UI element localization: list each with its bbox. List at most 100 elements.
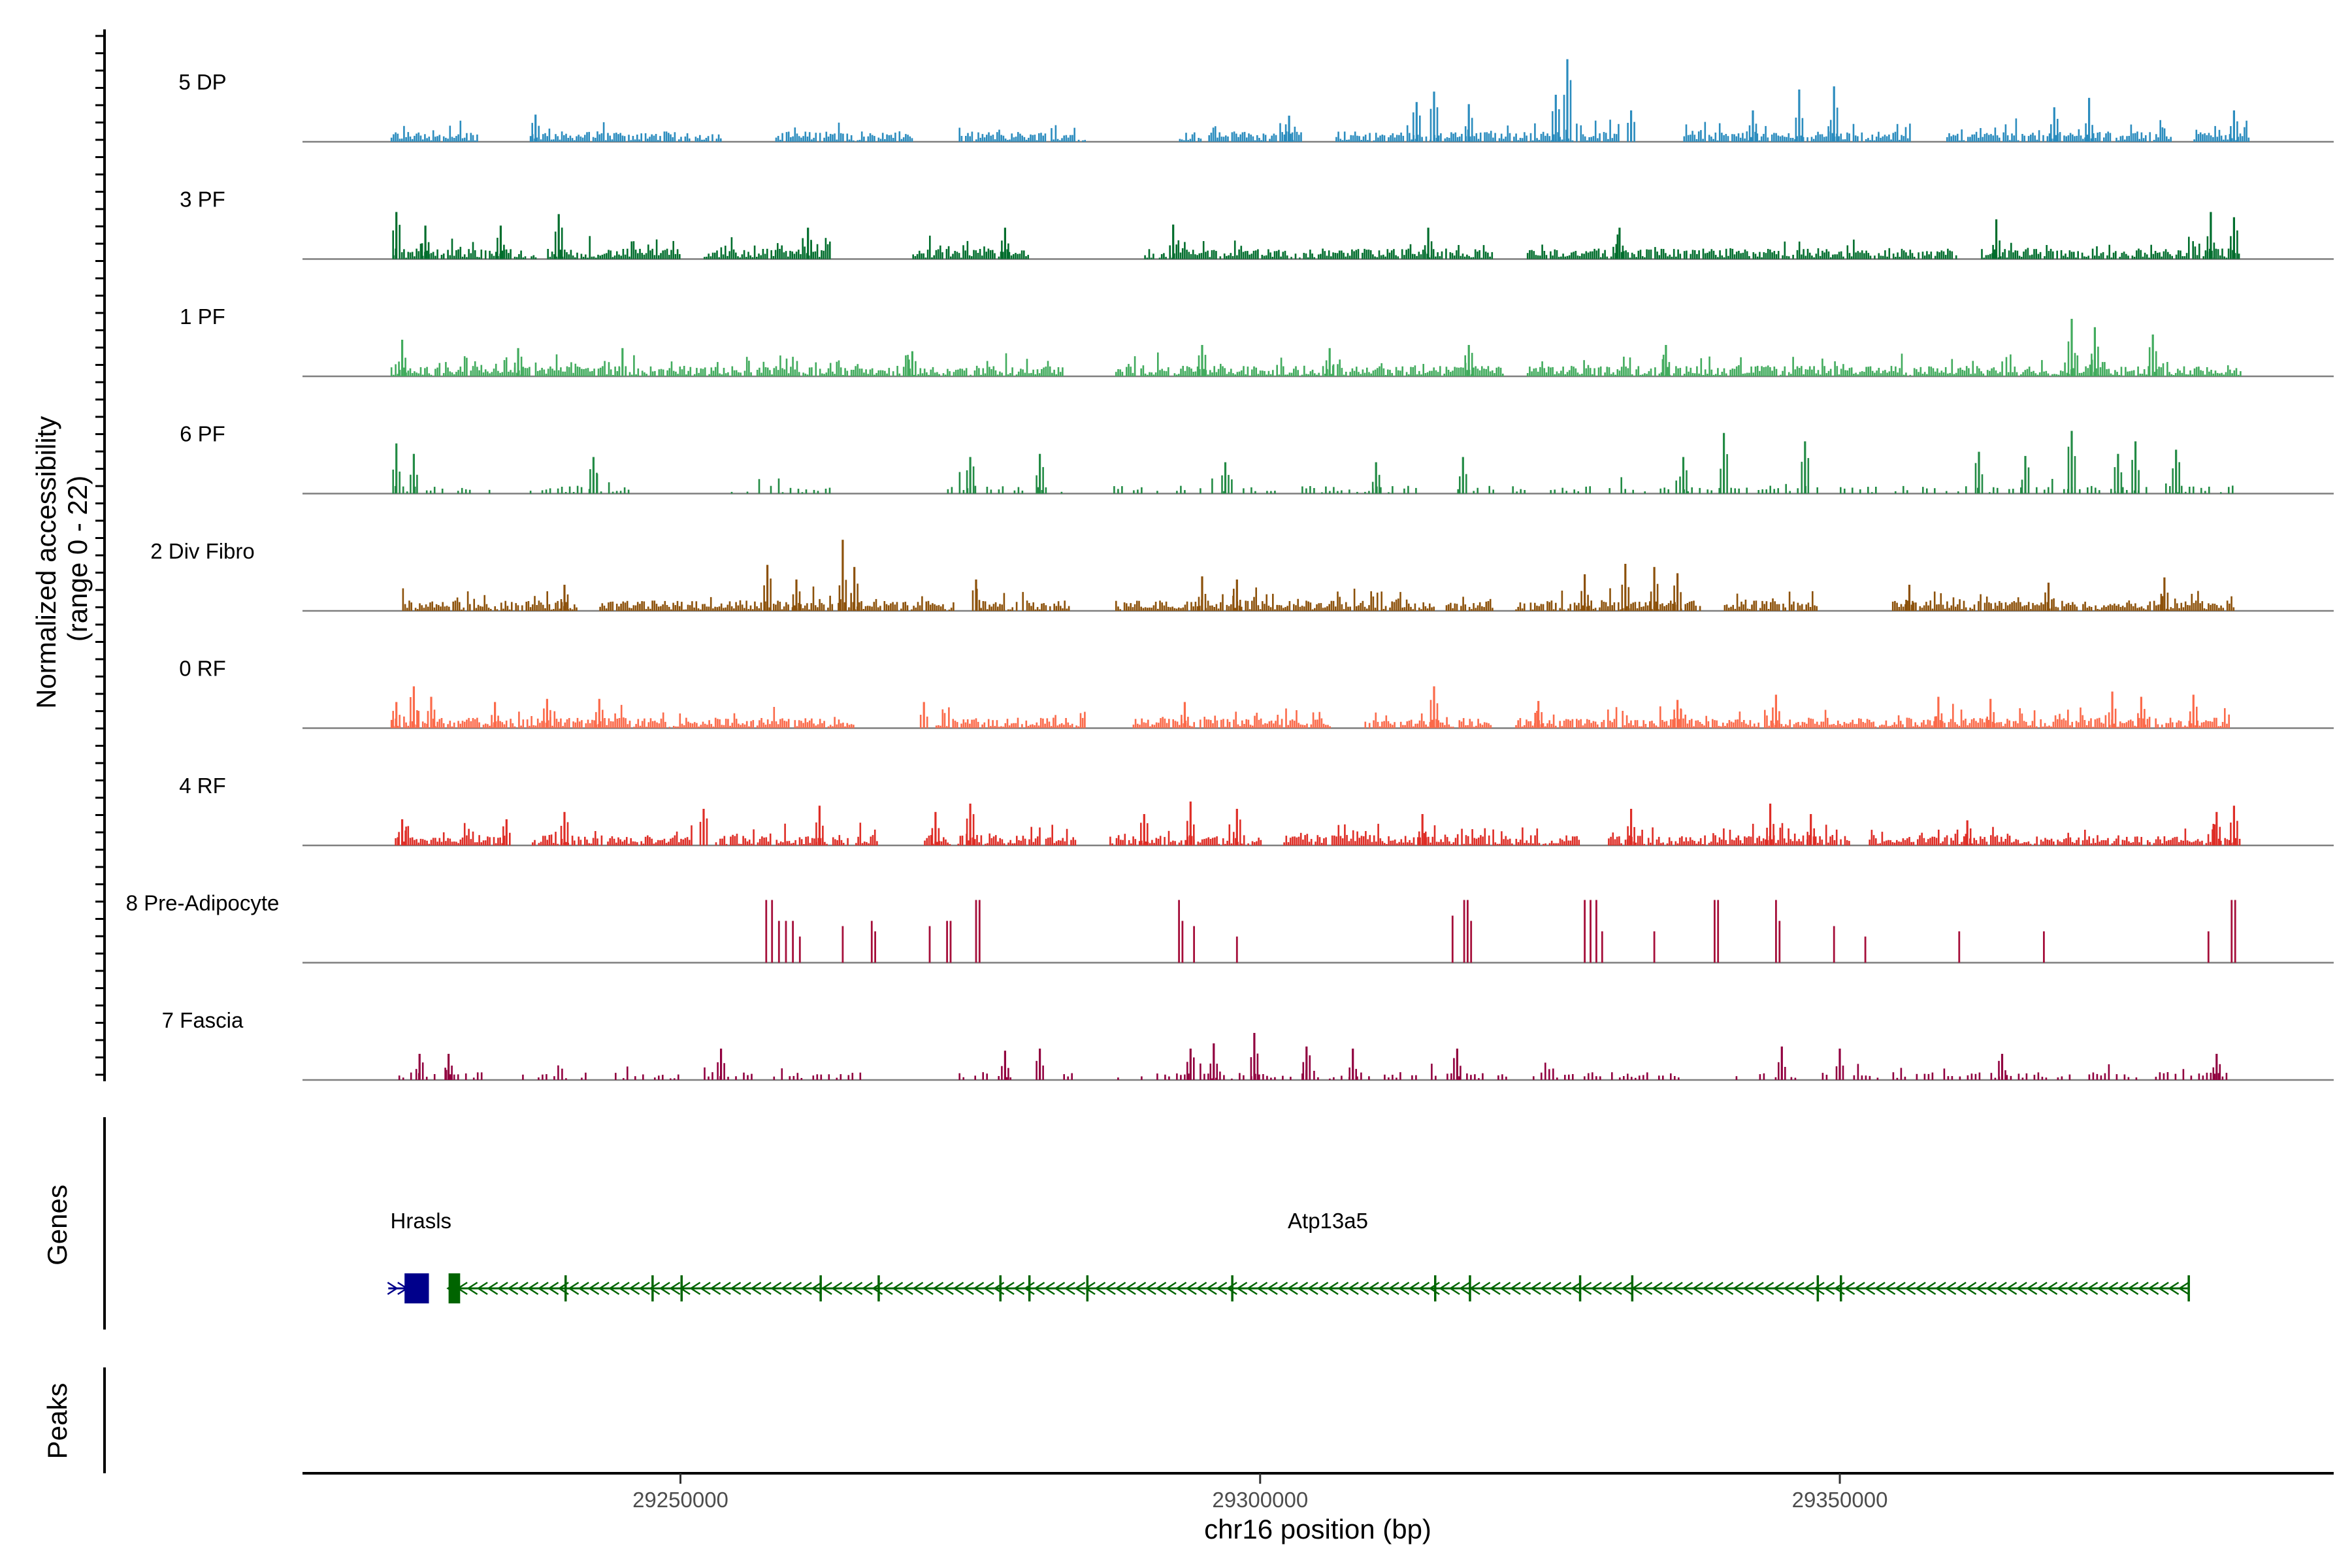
coverage-bar — [560, 718, 562, 728]
coverage-bar — [1134, 719, 1137, 728]
coverage-bar — [1349, 606, 1351, 611]
coverage-bar — [798, 720, 800, 728]
coverage-bar — [1576, 836, 1578, 845]
coverage-bar — [2213, 717, 2215, 728]
coverage-bar — [1199, 842, 1201, 845]
coverage-bar — [1348, 489, 1350, 494]
coverage-bar — [442, 832, 445, 845]
coverage-bar — [1687, 841, 1690, 845]
coverage-bar — [442, 372, 445, 376]
coverage-bar — [929, 604, 932, 611]
coverage-bar — [712, 727, 715, 728]
coverage-bar — [817, 491, 819, 494]
coverage-bar — [515, 603, 517, 611]
coverage-bar — [1623, 356, 1625, 376]
coverage-bar — [1404, 836, 1407, 845]
coverage-bar — [1776, 720, 1778, 728]
coverage-bar — [829, 241, 831, 259]
coverage-bar — [1192, 372, 1194, 376]
coverage-bar — [1343, 131, 1346, 142]
coverage-bar — [1573, 489, 1575, 494]
coverage-bar — [717, 719, 719, 728]
coverage-bar — [1394, 840, 1396, 845]
coverage-bar — [1679, 368, 1682, 376]
coverage-bar — [1644, 257, 1646, 259]
coverage-bar — [1735, 136, 1738, 142]
coverage-bar — [1631, 374, 1633, 376]
track-0-rf: 0 RF — [179, 657, 2334, 729]
coverage-bar — [2189, 605, 2191, 611]
coverage-bar — [1374, 256, 1376, 259]
coverage-bar — [421, 839, 424, 845]
coverage-bar — [2036, 139, 2038, 142]
coverage-peak-shoulder — [1007, 243, 1009, 259]
coverage-bar — [1412, 367, 1414, 376]
coverage-bar — [501, 722, 504, 728]
coverage-bar — [590, 843, 593, 845]
coverage-bar — [1750, 367, 1752, 376]
coverage-bar — [1733, 722, 1735, 728]
coverage-bar — [623, 487, 626, 494]
coverage-peak — [2175, 449, 2178, 494]
coverage-bar — [2004, 839, 2006, 845]
coverage-bar — [1369, 250, 1372, 259]
coverage-bar — [1644, 491, 1646, 494]
coverage-bar — [1207, 837, 1210, 845]
coverage-bar — [472, 831, 474, 845]
coverage-bar — [1531, 250, 1533, 259]
coverage-bar — [1075, 725, 1077, 728]
coverage-bar — [1294, 253, 1297, 259]
coverage-bar — [670, 134, 672, 142]
coverage-bar — [769, 833, 772, 845]
coverage-bar — [1224, 843, 1226, 845]
coverage-bar — [929, 235, 931, 259]
coverage-bar — [2158, 367, 2160, 376]
coverage-bar — [411, 721, 414, 728]
coverage-bar — [2000, 256, 2002, 259]
coverage-bar — [1779, 136, 1782, 142]
coverage-bar — [2100, 840, 2103, 845]
coverage-bar — [813, 723, 815, 728]
coverage-bar — [2131, 255, 2134, 259]
coverage-bar — [2189, 487, 2191, 494]
coverage-bar — [1587, 252, 1590, 259]
coverage-bar — [2172, 375, 2175, 376]
coverage-bar — [1058, 724, 1061, 728]
coverage-bar — [2138, 607, 2141, 611]
coverage-bar — [840, 1074, 842, 1080]
coverage-bar — [996, 720, 998, 728]
coverage-bar — [2040, 840, 2042, 845]
coverage-bar — [2153, 843, 2155, 845]
coverage-bar — [1446, 837, 1448, 845]
coverage-bar — [1462, 367, 1464, 376]
coverage-bar — [660, 253, 662, 259]
coverage-bar — [589, 236, 591, 259]
coverage-bar — [1616, 836, 1618, 845]
coverage-bar — [1230, 368, 1232, 376]
coverage-bar — [1583, 253, 1585, 259]
coverage-bar — [1811, 255, 1813, 259]
coverage-bar — [1007, 609, 1009, 611]
coverage-bar — [1521, 138, 1524, 142]
coverage-bar — [564, 722, 566, 728]
coverage-bar — [926, 250, 929, 259]
coverage-bar — [1364, 721, 1367, 728]
coverage-bar — [1582, 725, 1584, 728]
coverage-bar — [2121, 840, 2124, 845]
coverage-bar — [861, 843, 864, 845]
coverage-bar — [1788, 828, 1789, 845]
coverage-bar — [1578, 255, 1581, 259]
coverage-bar — [499, 837, 501, 845]
coverage-peak-shoulder — [1772, 824, 1774, 845]
coverage-bar — [961, 368, 964, 376]
coverage-bar — [1278, 374, 1281, 376]
coverage-bar — [1771, 252, 1773, 259]
coverage-bar — [1187, 140, 1189, 142]
coverage-peak-shoulder — [566, 822, 569, 845]
coverage-bar — [1691, 601, 1693, 611]
coverage-bar — [1239, 1073, 1241, 1080]
coverage-bar — [662, 369, 664, 376]
coverage-bar — [1588, 606, 1590, 611]
coverage-bar — [2186, 727, 2188, 728]
